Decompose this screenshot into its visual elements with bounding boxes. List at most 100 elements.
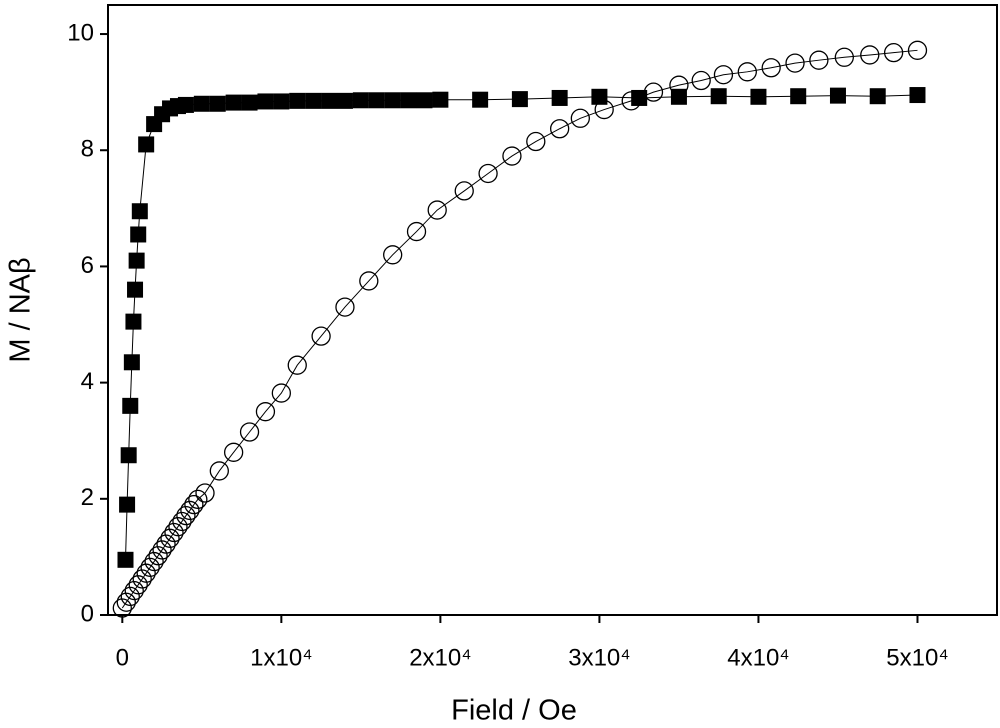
circle-marker: [148, 546, 168, 566]
x-axis-label: Field / Oe: [451, 695, 577, 727]
circle-marker: [427, 200, 447, 220]
square-marker: [472, 91, 489, 108]
circle-marker: [809, 50, 829, 70]
square-marker: [321, 92, 338, 109]
circle-marker: [140, 557, 160, 578]
square-marker: [869, 88, 886, 105]
x-tick-label: 1x10⁴: [250, 644, 312, 671]
circle-marker: [239, 422, 260, 442]
circle-marker: [180, 500, 200, 521]
square-marker: [193, 95, 210, 112]
circle-marker: [144, 551, 164, 572]
plot-frame: [107, 4, 998, 616]
circle-marker: [478, 163, 498, 184]
circle-marker: [156, 534, 176, 554]
x-tick-label: 3x10⁴: [568, 644, 630, 671]
circle-marker: [691, 70, 711, 91]
square-marker: [670, 88, 687, 105]
x-tick-label: 4x10⁴: [727, 644, 789, 671]
y-tick-label: 10: [67, 19, 94, 46]
circle-marker: [834, 47, 854, 67]
square-marker: [119, 496, 136, 513]
square-marker: [400, 92, 417, 109]
circle-marker: [594, 99, 614, 120]
y-tick-label: 4: [81, 368, 94, 395]
circle-marker: [502, 146, 522, 166]
series-line: [124, 94, 918, 560]
circle-marker: [188, 489, 208, 510]
circle-marker: [383, 245, 403, 265]
square-marker: [128, 252, 145, 269]
circle-marker: [116, 592, 136, 612]
x-tick-label: 5x10⁴: [886, 644, 948, 671]
square-marker: [432, 91, 449, 108]
square-marker: [127, 281, 144, 298]
square-marker: [710, 88, 727, 105]
square-marker: [130, 226, 147, 243]
circle-marker: [184, 494, 204, 515]
circle-marker: [785, 53, 805, 73]
square-marker: [909, 87, 926, 104]
circle-marker: [359, 271, 379, 291]
x-tick-label: 0: [116, 644, 129, 671]
circle-marker: [526, 131, 546, 152]
circle-marker: [271, 383, 291, 403]
square-marker: [368, 92, 385, 109]
square-marker: [289, 92, 306, 109]
square-marker: [511, 91, 528, 108]
circle-marker: [406, 221, 427, 242]
circle-marker: [737, 62, 757, 82]
circle-marker: [643, 82, 664, 102]
y-tick-label: 8: [81, 136, 94, 163]
square-marker: [241, 94, 258, 111]
circle-marker: [128, 575, 148, 595]
x-tick-label: 2x10⁴: [409, 644, 471, 671]
square-marker: [336, 92, 353, 109]
circle-marker: [335, 297, 355, 317]
square-marker: [305, 92, 322, 109]
series-line: [121, 49, 918, 609]
circle-marker: [907, 40, 928, 60]
square-marker: [225, 94, 242, 111]
circle-marker: [223, 442, 244, 462]
square-marker: [209, 95, 226, 112]
y-tick-label: 2: [81, 484, 94, 511]
square-marker: [384, 92, 401, 109]
square-marker: [273, 93, 290, 110]
square-marker: [117, 551, 134, 568]
circle-marker: [570, 108, 590, 128]
circle-marker: [168, 517, 188, 537]
circle-marker: [164, 522, 184, 543]
circle-marker: [287, 355, 307, 375]
circle-marker: [713, 65, 734, 85]
circle-marker: [120, 586, 140, 607]
circle-marker: [454, 181, 474, 201]
circle-marker: [176, 506, 196, 526]
circle-marker: [883, 42, 904, 63]
square-marker: [177, 96, 194, 113]
square-marker: [416, 92, 433, 109]
circle-marker: [311, 326, 331, 346]
circle-marker: [209, 461, 229, 481]
circle-marker: [255, 402, 276, 422]
circle-marker: [172, 511, 192, 532]
circle-marker: [860, 45, 880, 65]
y-axis-label: M / NAβ: [5, 257, 37, 362]
circle-marker: [136, 563, 156, 583]
circle-marker: [152, 540, 172, 560]
square-marker: [120, 447, 137, 464]
circle-marker: [160, 528, 180, 548]
square-marker: [125, 313, 142, 330]
square-marker: [790, 88, 807, 105]
square-marker: [257, 93, 274, 110]
y-tick-label: 0: [81, 600, 94, 627]
circle-marker: [550, 119, 570, 139]
circle-marker: [621, 91, 641, 111]
square-marker: [122, 397, 139, 414]
circle-marker: [195, 483, 215, 503]
square-marker: [131, 203, 148, 220]
circle-marker: [132, 569, 152, 589]
square-marker: [138, 136, 155, 153]
square-marker: [123, 354, 140, 371]
